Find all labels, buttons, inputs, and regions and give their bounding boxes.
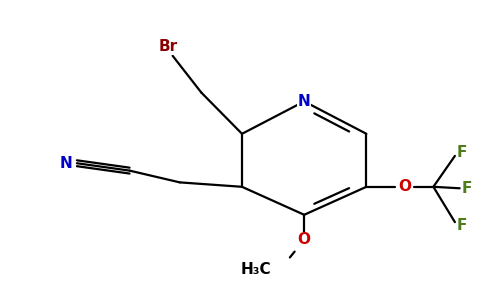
Text: F: F xyxy=(457,218,467,232)
Text: N: N xyxy=(60,156,73,171)
Text: O: O xyxy=(398,179,411,194)
Text: F: F xyxy=(462,181,472,196)
Text: H₃C: H₃C xyxy=(241,262,272,277)
Text: O: O xyxy=(298,232,311,247)
Text: Br: Br xyxy=(158,39,178,54)
Text: N: N xyxy=(298,94,311,109)
Text: F: F xyxy=(457,146,467,160)
